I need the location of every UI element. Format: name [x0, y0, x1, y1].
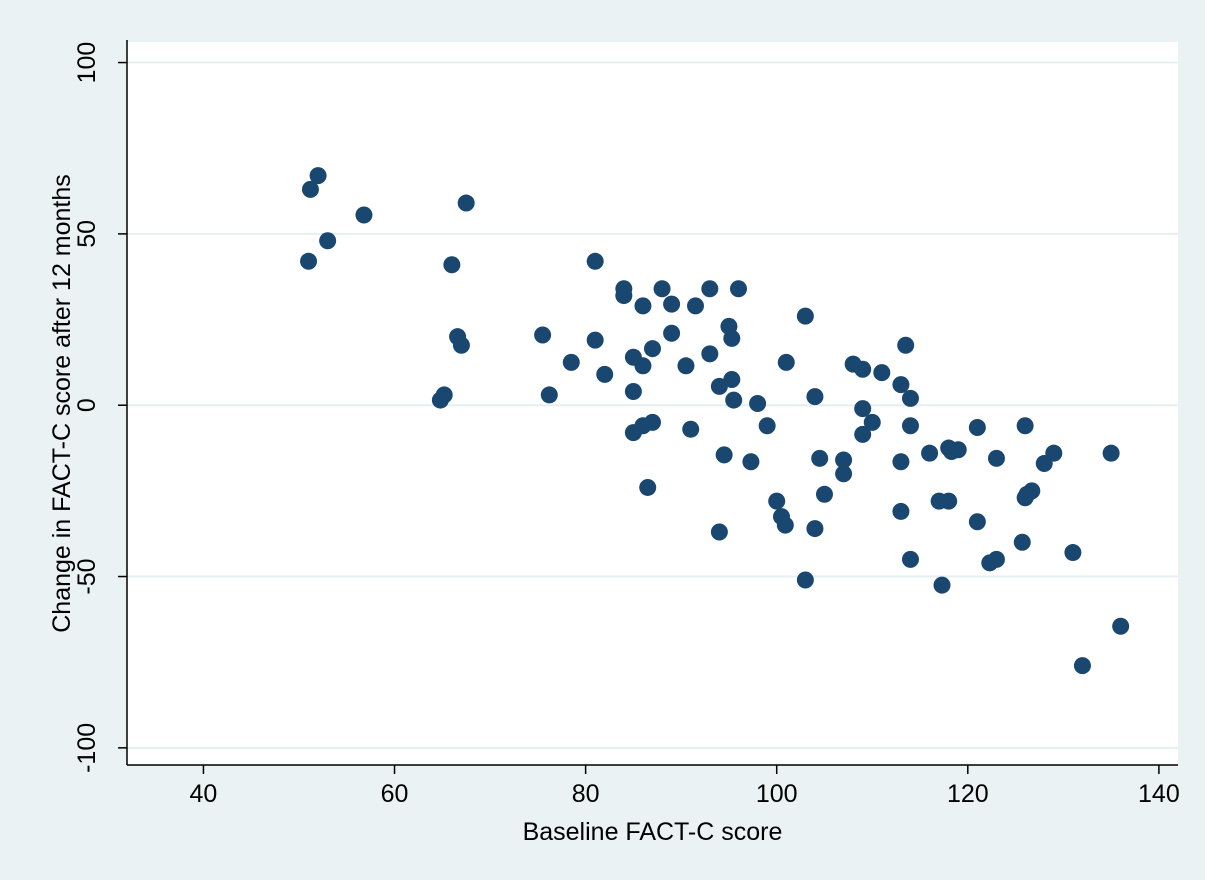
data-point	[309, 167, 327, 185]
data-point	[873, 364, 891, 382]
data-point	[854, 360, 872, 378]
data-point	[715, 446, 733, 464]
x-tick-label: 100	[756, 780, 798, 808]
data-point	[534, 326, 552, 344]
data-point	[729, 280, 747, 298]
data-point	[435, 386, 453, 404]
data-point	[892, 502, 910, 520]
data-point	[892, 376, 910, 394]
data-point	[806, 388, 824, 406]
data-point	[749, 395, 767, 412]
data-point	[701, 345, 719, 363]
data-point	[854, 400, 872, 418]
data-point	[452, 336, 470, 354]
y-tick-label: -50	[73, 558, 101, 594]
y-tick-label: 50	[73, 220, 101, 248]
data-point	[301, 180, 319, 198]
data-point	[457, 194, 475, 212]
data-point	[921, 444, 939, 462]
data-point	[1073, 657, 1091, 675]
x-tick-label: 120	[947, 780, 989, 808]
data-point	[586, 252, 604, 270]
data-point	[1016, 417, 1034, 435]
data-point	[319, 232, 337, 250]
data-point	[901, 417, 919, 435]
data-point	[634, 297, 652, 315]
y-tick-label: 100	[73, 42, 101, 84]
data-point	[933, 576, 951, 594]
data-point	[1013, 533, 1031, 551]
data-point	[644, 413, 661, 431]
data-point	[725, 391, 743, 409]
data-point	[1064, 544, 1082, 562]
data-point	[968, 418, 986, 436]
data-point	[901, 550, 919, 568]
data-point	[949, 441, 967, 459]
data-point	[300, 252, 318, 270]
data-point	[1112, 617, 1130, 635]
data-point	[624, 383, 642, 401]
data-point	[677, 357, 695, 375]
data-point	[742, 453, 760, 471]
data-point	[835, 451, 853, 469]
plot-area	[127, 42, 1178, 765]
data-point	[835, 465, 853, 483]
x-tick-label: 60	[381, 780, 409, 808]
y-axis-label: Change in FACT-C score after 12 months	[48, 174, 76, 633]
data-point	[796, 571, 814, 589]
data-point	[777, 353, 795, 371]
data-point	[987, 449, 1005, 467]
data-point	[443, 256, 461, 274]
x-tick-label: 40	[190, 780, 218, 808]
axes: 40 60 80 100 120 140 -100 -50 0 50 100	[73, 40, 1180, 808]
data-point	[1045, 444, 1063, 462]
data-point	[634, 357, 652, 375]
y-tick-label: -100	[73, 723, 101, 773]
data-point	[644, 340, 661, 358]
data-point	[796, 307, 814, 325]
data-point	[768, 492, 786, 510]
data-point	[682, 420, 700, 438]
data-point	[892, 453, 910, 471]
data-point	[596, 365, 614, 383]
data-point	[355, 206, 373, 224]
data-point	[987, 550, 1005, 568]
data-point	[1102, 444, 1120, 462]
data-point	[1023, 482, 1041, 500]
data-point	[701, 280, 719, 298]
x-axis-label: Baseline FACT-C score	[523, 818, 783, 846]
x-tick-label: 140	[1138, 780, 1180, 808]
data-point	[968, 513, 986, 531]
data-point	[897, 336, 915, 354]
data-point	[710, 523, 728, 541]
data-point	[710, 377, 728, 395]
data-point	[776, 516, 794, 534]
data-point	[901, 389, 919, 407]
data-point	[811, 449, 829, 467]
gridlines	[127, 61, 1178, 749]
data-point	[940, 492, 958, 510]
data-point	[653, 280, 671, 298]
data-point	[863, 413, 881, 431]
y-tick-label: 0	[73, 398, 101, 412]
data-point	[815, 485, 833, 503]
data-point	[686, 297, 704, 315]
data-point	[854, 425, 872, 443]
data-point	[586, 331, 604, 349]
x-tick-label: 80	[572, 780, 600, 808]
data-point	[723, 371, 741, 389]
data-point	[639, 478, 657, 496]
data-point	[615, 287, 633, 305]
data-point	[723, 329, 741, 347]
data-point	[540, 386, 558, 404]
data-point	[663, 324, 681, 342]
data-point	[562, 353, 580, 371]
data-point	[663, 295, 681, 313]
data-point	[806, 520, 824, 538]
data-point	[758, 417, 776, 435]
data-points	[300, 167, 1130, 675]
